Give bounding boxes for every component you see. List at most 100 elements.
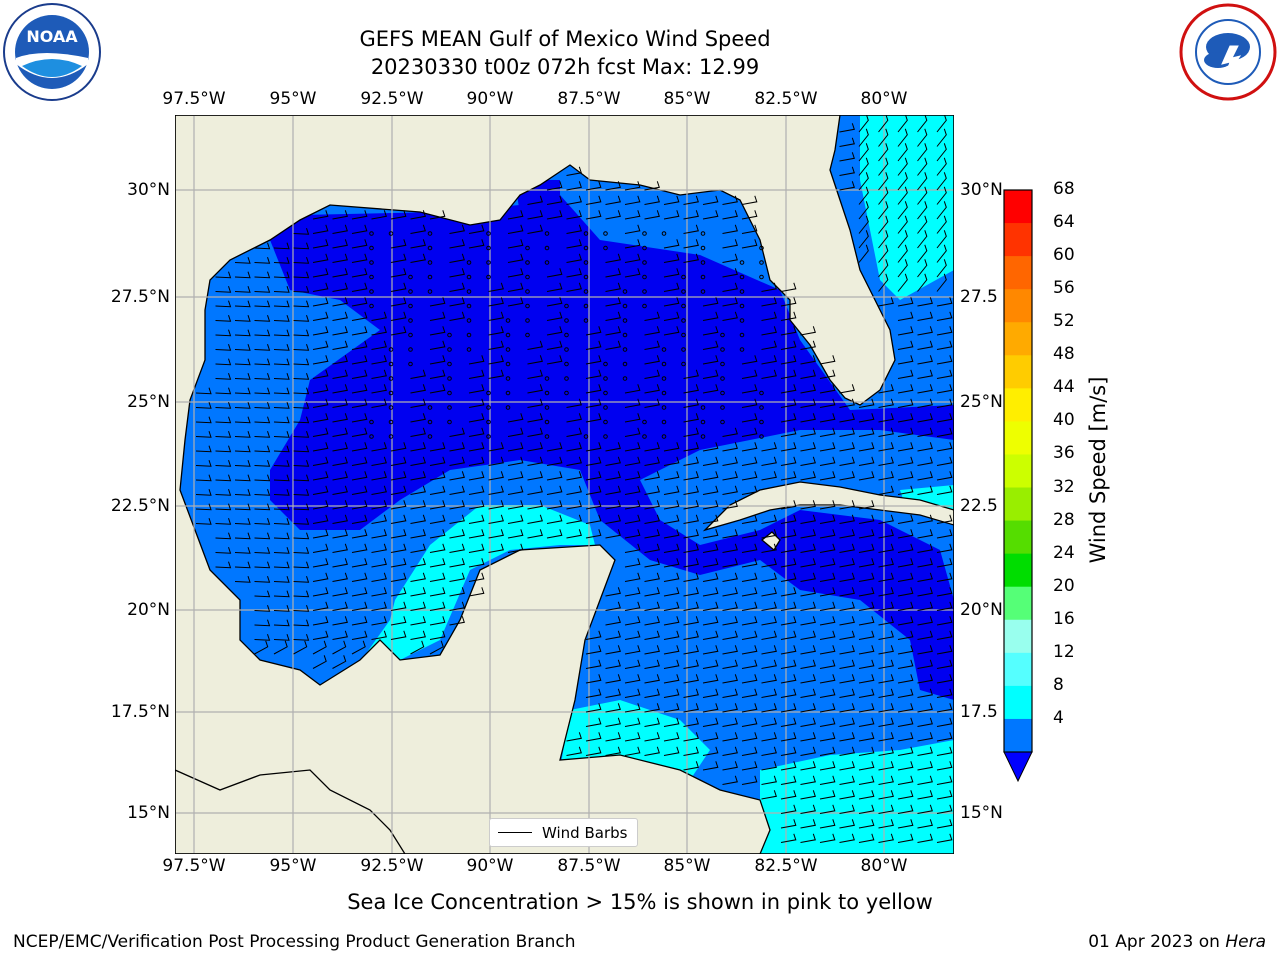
calm-marker: [603, 361, 608, 367]
wind-barb: [683, 500, 699, 510]
wind-barb: [566, 239, 582, 249]
wind-barb: [839, 456, 855, 466]
wind-barb: [254, 605, 271, 612]
wind-barb: [351, 630, 368, 640]
wind-barb: [878, 630, 894, 640]
wind-barb: [780, 804, 797, 814]
wind-barb: [897, 442, 914, 452]
wind-barb: [215, 460, 232, 467]
wind-barb: [761, 703, 777, 713]
wind-barb: [917, 645, 933, 655]
wind-barb: [507, 514, 524, 524]
wind-barb: [605, 630, 621, 640]
wind-barb: [897, 215, 908, 234]
wind-barb: [390, 239, 407, 249]
wind-barb: [468, 427, 485, 437]
wind-barb: [390, 297, 407, 307]
wind-barb: [897, 775, 914, 785]
wind-barb: [936, 273, 947, 292]
wind-barb: [351, 326, 368, 336]
wind-barb: [507, 282, 524, 292]
wind-barb: [917, 115, 928, 133]
wind-barb: [605, 195, 621, 205]
colorbar-band: [1004, 487, 1032, 522]
wind-barb: [293, 605, 310, 612]
wind-barb: [273, 300, 290, 308]
calm-marker: [661, 376, 667, 381]
colorbar-extend-arrow: [1003, 751, 1033, 783]
calm-marker: [564, 390, 569, 396]
lon-label: 85°W: [663, 856, 711, 876]
wind-barb: [741, 717, 758, 727]
calm-marker: [700, 419, 706, 425]
wind-barb: [429, 485, 446, 495]
wind-barb: [312, 616, 329, 626]
wind-barb: [819, 630, 836, 640]
calm-marker: [681, 289, 686, 294]
calm-marker: [583, 303, 589, 309]
colorbar-tick: 68: [1053, 179, 1075, 199]
wind-barb: [858, 558, 875, 568]
calm-marker: [700, 245, 706, 251]
wind-barb: [293, 228, 310, 235]
wind-barb: [761, 311, 777, 321]
wind-barb: [410, 587, 426, 597]
wind-barb: [819, 543, 836, 553]
calm-marker: [427, 260, 433, 265]
wind-barb: [741, 427, 758, 437]
map-plot: [175, 115, 954, 854]
wind-barb: [702, 543, 719, 553]
wind-barb: [819, 442, 836, 452]
wind-barb: [897, 630, 914, 640]
wind-barb: [917, 143, 928, 162]
wind-barb: [702, 210, 719, 220]
wind-barb: [624, 543, 641, 553]
wind-barb: [917, 746, 933, 756]
lon-label: 92.5°W: [360, 856, 424, 876]
calm-marker: [427, 289, 433, 294]
wind-barb: [215, 344, 232, 351]
wind-core-north-gulf: [270, 195, 954, 700]
wind-barb: [215, 329, 232, 337]
wind-barb: [429, 514, 446, 524]
wind-barb: [683, 471, 699, 481]
wind-barb: [897, 143, 908, 162]
wind-barb: [839, 790, 855, 800]
wind-barb: [312, 485, 329, 495]
wind-barb: [741, 688, 758, 698]
wind-barb: [663, 500, 680, 510]
calm-marker: [564, 376, 569, 381]
calm-marker: [700, 274, 706, 280]
wind-barb: [410, 529, 426, 539]
wind-barb: [390, 471, 407, 481]
wind-barb: [878, 674, 894, 684]
wind-barb: [917, 297, 933, 307]
wind-barb: [332, 384, 348, 394]
wind-barb: [917, 790, 933, 800]
wind-barb: [878, 819, 894, 829]
wind-barb: [410, 456, 426, 466]
wind-barb: [273, 315, 290, 322]
wind-barb: [624, 717, 641, 727]
wind-barb: [780, 514, 797, 524]
wind-barb: [897, 833, 914, 843]
wind-barb: [917, 514, 933, 524]
calm-marker: [642, 434, 647, 439]
wind-barb: [936, 587, 953, 597]
wind-barb: [800, 746, 816, 756]
wind-barb: [897, 456, 914, 466]
wind-barb: [624, 268, 641, 278]
colorbar-band: [1004, 289, 1032, 323]
wind-barb: [761, 775, 777, 785]
colorbar-tick: 52: [1053, 311, 1075, 332]
wind-barb: [429, 630, 446, 640]
wind-barb: [878, 514, 894, 524]
wind-barb: [936, 186, 947, 205]
legend-line-swatch: [498, 832, 532, 833]
calm-marker: [642, 419, 647, 425]
wind-barb: [273, 344, 290, 351]
calm-marker: [447, 419, 452, 425]
wind-barb: [878, 297, 894, 307]
wind-barb: [722, 761, 738, 771]
wind-barb: [468, 572, 485, 582]
